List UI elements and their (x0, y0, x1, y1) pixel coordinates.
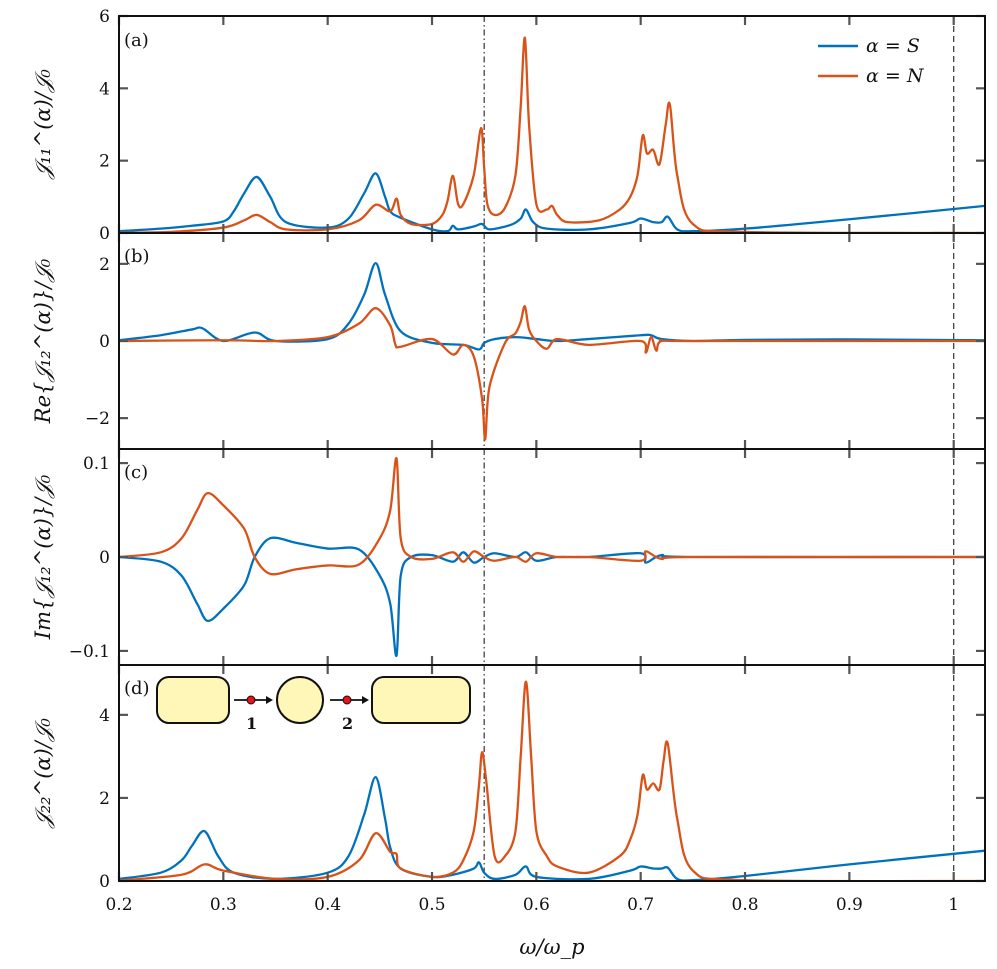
inset-arrowhead-2 (362, 696, 369, 704)
inset-schematic: 1 2 (156, 676, 471, 733)
y-axis-label-b: Re{𝒥₁₂^(α)}/𝒥₀ (31, 258, 55, 424)
y-axis-label-d: 𝒥₂₂^(α)/𝒥₀ (31, 718, 55, 829)
series-s-line-c (119, 536, 985, 657)
y-tick-label-a: 0 (99, 224, 110, 244)
x-tick-label: 1 (948, 895, 959, 915)
series-s-line-a (119, 172, 985, 233)
y-axis-label-c: Im{𝒥₁₂^(α)}/𝒥₀ (31, 474, 55, 640)
legend: α = S α = N (818, 35, 925, 87)
panel-a: 0 2 4 6 (a) 𝒥₁₁^(α)/𝒥₀ α = S α = N (31, 7, 986, 244)
y-tick-label-b: 2 (99, 255, 110, 275)
x-axis-label: ω/ω_p (519, 935, 584, 959)
y-tick-label-d: 4 (99, 706, 110, 726)
x-tick-label: 0.3 (210, 895, 237, 915)
y-tick-label-a: 4 (99, 79, 110, 99)
y-tick-label-c: −0.1 (69, 642, 110, 662)
x-tick-labels: 0.2 0.3 0.4 0.5 0.6 0.7 0.8 0.9 1 (105, 895, 959, 915)
series-n-line-d (119, 680, 985, 881)
y-tick-label-b: −2 (85, 409, 110, 429)
panel-tag-c: (c) (124, 462, 148, 483)
x-tick-label: 0.6 (523, 895, 550, 915)
series-s-line-b (119, 261, 985, 351)
series-n-line-a (119, 36, 985, 233)
inset-left-block (156, 676, 230, 724)
panel-tag-d: (d) (124, 678, 150, 699)
panel-tag-b: (b) (124, 246, 150, 267)
legend-label-n: α = N (866, 65, 925, 87)
panel-b: −2 0 2 (b) Re{𝒥₁₂^(α)}/𝒥₀ (31, 232, 986, 450)
panel-d: 0 2 4 (d) 𝒥₂₂^(α)/𝒥₀ 1 2 (31, 664, 986, 892)
x-tick-label: 0.7 (627, 895, 654, 915)
y-tick-label-d: 0 (99, 872, 110, 892)
y-tick-label-a: 2 (99, 152, 110, 172)
inset-center-sphere (276, 676, 324, 724)
x-tick-label: 0.4 (314, 895, 341, 915)
inset-emitter-1 (246, 695, 256, 705)
x-tick-label: 0.5 (418, 895, 445, 915)
x-tick-label: 0.9 (836, 895, 863, 915)
y-tick-label-b: 0 (99, 332, 110, 352)
inset-right-block (371, 676, 471, 724)
panel-tag-a: (a) (124, 30, 149, 51)
x-tick-label: 0.8 (732, 895, 759, 915)
series-n-line-c (119, 457, 985, 576)
x-tick-label: 0.2 (105, 895, 132, 915)
y-tick-label-c: 0.1 (83, 454, 110, 474)
y-axis-label-a: 𝒥₁₁^(α)/𝒥₀ (31, 69, 55, 180)
y-tick-label-a: 6 (99, 7, 110, 27)
inset-emitter-2 (342, 695, 352, 705)
series-n-line-b (119, 305, 985, 441)
inset-label-1: 1 (246, 714, 257, 733)
panel-c: −0.1 0 0.1 (c) Im{𝒥₁₂^(α)}/𝒥₀ (31, 448, 986, 666)
y-tick-label-d: 2 (99, 789, 110, 809)
inset-label-2: 2 (342, 714, 353, 733)
legend-label-s: α = S (866, 35, 920, 57)
y-tick-label-c: 0 (99, 548, 110, 568)
inset-arrowhead-1 (266, 696, 273, 704)
